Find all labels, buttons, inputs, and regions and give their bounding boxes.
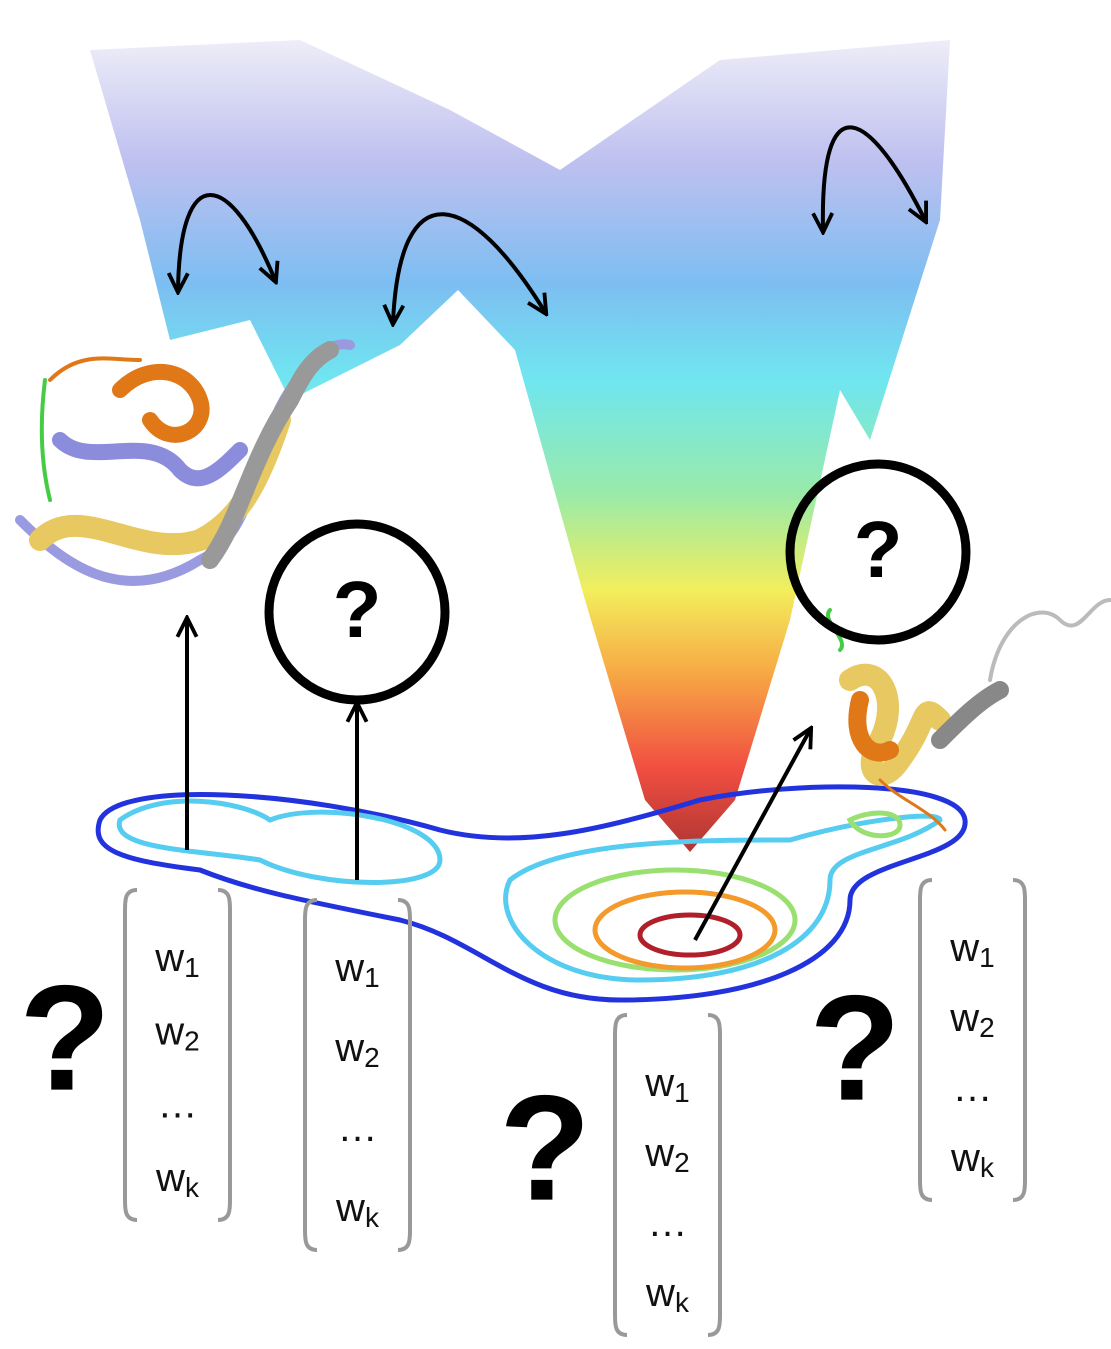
entry-base: w [155,1156,185,1200]
bracket [303,898,318,1252]
energy-landscape [90,40,950,852]
entry-base: w [334,946,364,990]
arrows [178,125,925,941]
entry-base: … [158,1082,198,1126]
entry-subscript: 1 [184,952,200,983]
bracket [613,1013,628,1337]
entry-base: w [950,1136,980,1180]
bracket [707,1013,722,1337]
vector-entry: wk [645,1271,690,1319]
vector-entry: w1 [154,936,199,984]
bracket [397,898,412,1252]
entry-base: w [949,926,979,970]
question-circles: ? ? [264,459,971,705]
entry-base: w [154,936,184,980]
vector-entry: w2 [334,1026,379,1074]
vector-entry: wk [335,1186,380,1234]
vector-entry: w1 [949,926,994,974]
vector-entry: wk [950,1136,995,1184]
vector-entry: … [158,1082,198,1126]
circle-label: ? [333,565,382,654]
vector-entry: … [338,1106,378,1150]
entry-base: w [644,1061,674,1105]
vector-entry: w2 [949,996,994,1044]
big-question-marks: ? ? ? [19,954,901,1232]
entry-subscript: k [185,1172,200,1203]
bracket [918,878,933,1202]
entry-subscript: k [980,1152,995,1183]
entry-base: … [953,1066,993,1110]
entry-subscript: 2 [184,1026,200,1057]
question-mark: ? [809,964,901,1132]
entry-subscript: 1 [674,1077,690,1108]
entry-base: w [334,1026,364,1070]
bracket [1012,878,1027,1202]
entry-base: w [644,1131,674,1175]
bracket [217,888,232,1222]
entry-subscript: k [365,1202,380,1233]
bracket [123,888,138,1222]
question-mark: ? [499,1064,591,1232]
vector-entry: … [953,1066,993,1110]
question-mark: ? [19,954,111,1122]
entry-base: w [335,1186,365,1230]
entry-subscript: 2 [979,1012,995,1043]
entry-subscript: k [675,1287,690,1318]
entry-subscript: 2 [674,1147,690,1178]
vector-entry: w1 [334,946,379,994]
entry-subscript: 1 [364,962,380,993]
vector-entry: w2 [154,1009,199,1057]
circle-label: ? [854,505,903,594]
entry-subscript: 2 [364,1042,380,1073]
entry-base: … [648,1201,688,1245]
entry-subscript: 1 [979,942,995,973]
vector-entry: w1 [644,1061,689,1109]
entry-base: w [154,1009,184,1053]
vector-entry: wk [155,1156,200,1204]
entry-base: w [645,1271,675,1315]
vector-entry: w2 [644,1131,689,1179]
entry-base: w [949,996,979,1040]
vector-entry: … [648,1201,688,1245]
proteins [15,339,1111,832]
entry-base: … [338,1106,378,1150]
